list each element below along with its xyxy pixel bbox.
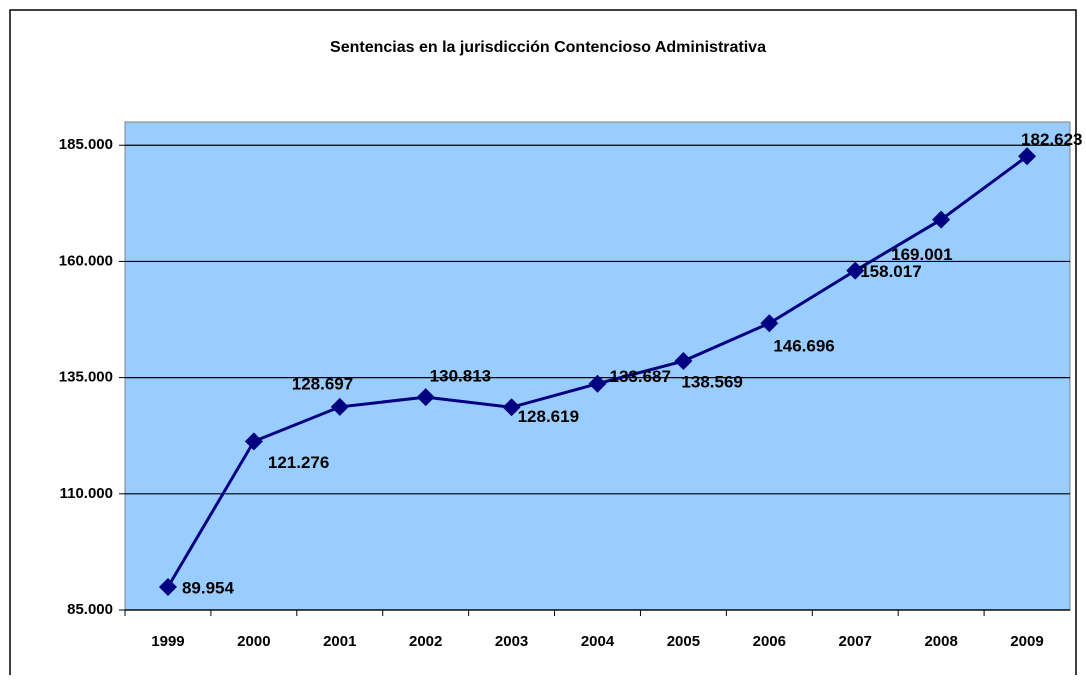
- y-tick-label: 160.000: [59, 252, 113, 269]
- marker: [1018, 147, 1037, 166]
- chart-title: Sentencias en la jurisdicción Contencios…: [330, 39, 766, 56]
- marker: [416, 388, 435, 407]
- x-tick-label: 2005: [667, 633, 700, 650]
- x-tick-label: 2003: [495, 633, 528, 650]
- x-tick-label: 1999: [151, 633, 184, 650]
- x-tick-label: 2002: [409, 633, 442, 650]
- x-tick-label: 2007: [839, 633, 872, 650]
- data-label: 158.017: [860, 262, 921, 281]
- marker: [588, 374, 607, 393]
- marker: [330, 397, 349, 416]
- marker: [244, 432, 263, 451]
- marker: [846, 261, 865, 280]
- y-tick-label: 185.000: [59, 136, 113, 153]
- data-label: 128.697: [292, 374, 353, 393]
- data-label: 169.001: [891, 245, 952, 264]
- plot-area: [124, 121, 1071, 611]
- marker: [760, 314, 779, 333]
- marker: [158, 577, 177, 596]
- data-label: 182.623: [1021, 130, 1082, 149]
- data-label: 89.954: [182, 578, 235, 597]
- x-tick-label: 2006: [753, 633, 786, 650]
- x-tick-label: 2008: [924, 633, 957, 650]
- y-tick-label: 110.000: [60, 485, 113, 502]
- y-tick-label: 135.000: [59, 369, 113, 386]
- marker: [674, 352, 693, 371]
- y-tick-label: 85.000: [67, 601, 113, 618]
- data-label: 128.619: [518, 407, 579, 426]
- x-tick-label: 2000: [237, 633, 270, 650]
- data-label: 138.569: [681, 373, 742, 392]
- data-label: 130.813: [430, 367, 491, 386]
- data-label: 133.687: [610, 367, 671, 386]
- x-tick-label: 2001: [323, 633, 356, 650]
- marker: [502, 398, 521, 417]
- x-tick-label: 2009: [1010, 633, 1043, 650]
- marker: [932, 210, 951, 229]
- data-label: 146.696: [773, 337, 834, 356]
- x-tick-label: 2004: [581, 633, 615, 650]
- data-label: 121.276: [268, 453, 329, 472]
